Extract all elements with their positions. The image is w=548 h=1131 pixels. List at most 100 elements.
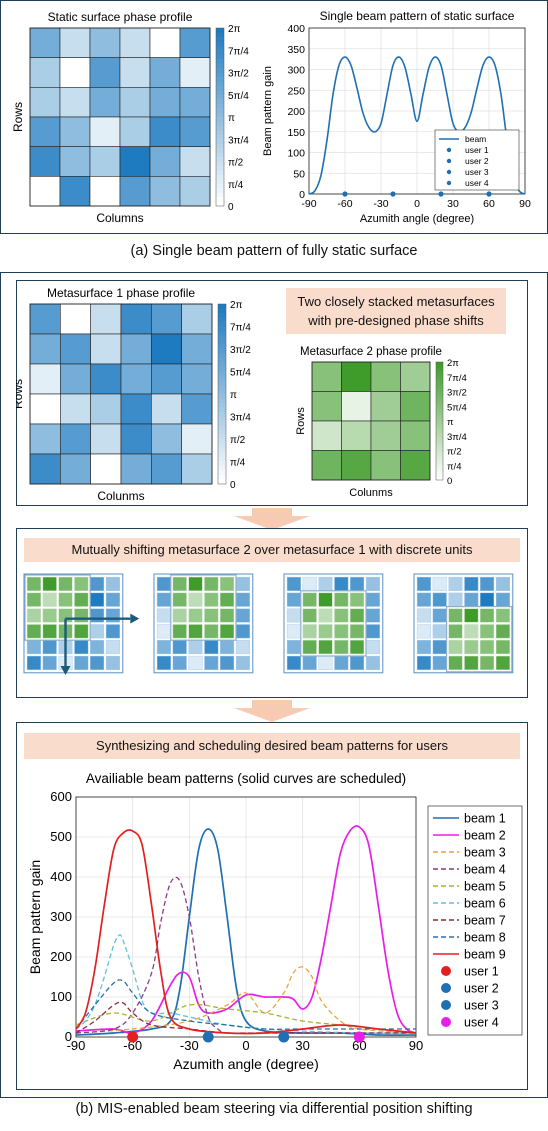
ms2-unit bbox=[350, 624, 365, 639]
heatmap-cell bbox=[120, 363, 152, 395]
colorbar-segment bbox=[216, 108, 224, 114]
colorbar-segment bbox=[216, 188, 224, 194]
heatmap-cell bbox=[151, 363, 182, 395]
ms1-unit bbox=[495, 592, 510, 607]
user-marker bbox=[390, 191, 396, 197]
colorbar-segment bbox=[216, 121, 224, 127]
ms1-unit bbox=[286, 655, 301, 670]
heatmap-cell bbox=[181, 363, 213, 395]
heatmap-cell bbox=[29, 303, 61, 335]
legend-dot bbox=[446, 169, 452, 175]
x-tick-label: -30 bbox=[180, 1038, 199, 1053]
colorbar-segment bbox=[436, 441, 443, 446]
heatmap-cell bbox=[311, 361, 342, 392]
ms2-unit bbox=[172, 608, 187, 623]
colorbar-segment bbox=[436, 477, 443, 481]
colorbar-tick-label: π/2 bbox=[228, 158, 244, 169]
ms2-unit bbox=[42, 592, 57, 607]
heatmap-cell bbox=[179, 57, 211, 88]
ms1-unit bbox=[448, 592, 463, 607]
heatmap-cell bbox=[60, 363, 91, 395]
x-tick-label: 90 bbox=[519, 198, 531, 210]
colorbar-tick-label: π bbox=[228, 113, 235, 124]
ms1-phase-heatmap: Metasurface 1 phase profile Colunms Rows 2π… bbox=[16, 286, 251, 503]
heatmap-cell bbox=[179, 176, 211, 207]
colorbar-segment bbox=[218, 326, 226, 332]
ms1-unit bbox=[365, 608, 380, 623]
colorbar-segment bbox=[436, 435, 443, 440]
ms2-unit bbox=[318, 608, 333, 623]
colorbar-segment bbox=[216, 32, 224, 38]
ms1-unit bbox=[365, 640, 380, 655]
x-tick-label: -90 bbox=[301, 198, 316, 210]
y-tick-label: 150 bbox=[287, 127, 305, 139]
heatmap-cell bbox=[60, 393, 91, 425]
ms1-unit bbox=[480, 592, 495, 607]
colorbar-segment bbox=[218, 398, 226, 404]
legend-label: user 2 bbox=[465, 156, 489, 166]
heatmap-cell bbox=[89, 176, 121, 207]
heatmap-cell bbox=[370, 391, 401, 422]
ms1-unit bbox=[432, 576, 447, 591]
ms2-unit bbox=[464, 655, 479, 670]
colorbar-segment bbox=[216, 28, 224, 33]
ms1-unit bbox=[318, 576, 333, 591]
colorbar-segment bbox=[436, 364, 443, 369]
colorbar-segment bbox=[436, 447, 443, 451]
legend-label: user 4 bbox=[464, 1016, 499, 1030]
ms1-unit bbox=[90, 624, 105, 639]
ms1-unit bbox=[416, 624, 431, 639]
heatmap-cell bbox=[179, 116, 211, 147]
heatmap-cell bbox=[90, 333, 122, 365]
heatmap-cell bbox=[341, 361, 372, 392]
colorbar-segment bbox=[436, 415, 443, 419]
arrowhead-right-icon bbox=[130, 613, 140, 624]
chart-title: Availiable beam patterns (solid curves a… bbox=[86, 771, 406, 786]
y-tick-label: 400 bbox=[287, 23, 305, 35]
ms1-unit bbox=[416, 608, 431, 623]
ms1-unit bbox=[334, 655, 349, 670]
heatmap-cell bbox=[179, 146, 211, 177]
heatmap-cell bbox=[120, 453, 152, 485]
heatmap-cell bbox=[181, 453, 213, 485]
ms1-unit bbox=[286, 608, 301, 623]
heatmap-cell bbox=[60, 423, 91, 455]
ms1-unit bbox=[156, 624, 171, 639]
sched-beam-chart: -90 -60 -30 0 30 60 90 0 100 200 300 400 500 600 Azumi… bbox=[27, 771, 523, 1072]
x-tick-label: 60 bbox=[483, 198, 495, 210]
heatmap-cell bbox=[89, 27, 121, 58]
beam-series-line bbox=[75, 1001, 416, 1034]
colorbar-segment bbox=[216, 94, 224, 100]
colorbar-segment bbox=[216, 183, 224, 189]
colorbar-tick-label: π/2 bbox=[230, 435, 246, 446]
x-tick-label: 60 bbox=[352, 1038, 366, 1053]
down-arrow-2 bbox=[234, 700, 310, 722]
legend-dot bbox=[441, 1017, 451, 1027]
legend-label: beam 2 bbox=[464, 829, 506, 843]
heatmap-cell bbox=[90, 393, 122, 425]
colorbar-segment bbox=[216, 54, 224, 60]
ms2-unit bbox=[448, 624, 463, 639]
x-tick-label: -60 bbox=[337, 198, 352, 210]
ms1-unit bbox=[105, 576, 120, 591]
ms2-unit bbox=[74, 592, 89, 607]
ms1-unit bbox=[432, 655, 447, 670]
heatmap-cell bbox=[60, 303, 91, 335]
colorbar-segment bbox=[218, 407, 226, 413]
heatmap-cell bbox=[120, 423, 152, 455]
colorbar-segment bbox=[218, 349, 226, 354]
ms2-unit bbox=[495, 608, 510, 623]
ms1-unit bbox=[156, 608, 171, 623]
ms2-unit bbox=[350, 640, 365, 655]
heatmap-cell bbox=[370, 420, 401, 451]
heatmap-cell bbox=[29, 423, 61, 455]
user-marker bbox=[486, 191, 492, 197]
heatmap-cell bbox=[400, 450, 431, 481]
heatmap-title: Metasurface 2 phase profile bbox=[300, 346, 442, 358]
heatmap-cell bbox=[149, 116, 181, 147]
heatmap-cell bbox=[119, 87, 151, 118]
ms1-unit bbox=[464, 592, 479, 607]
colorbar-segment bbox=[218, 367, 226, 372]
ms1-unit bbox=[105, 608, 120, 623]
colorbar-tick-label: 0 bbox=[228, 202, 234, 213]
